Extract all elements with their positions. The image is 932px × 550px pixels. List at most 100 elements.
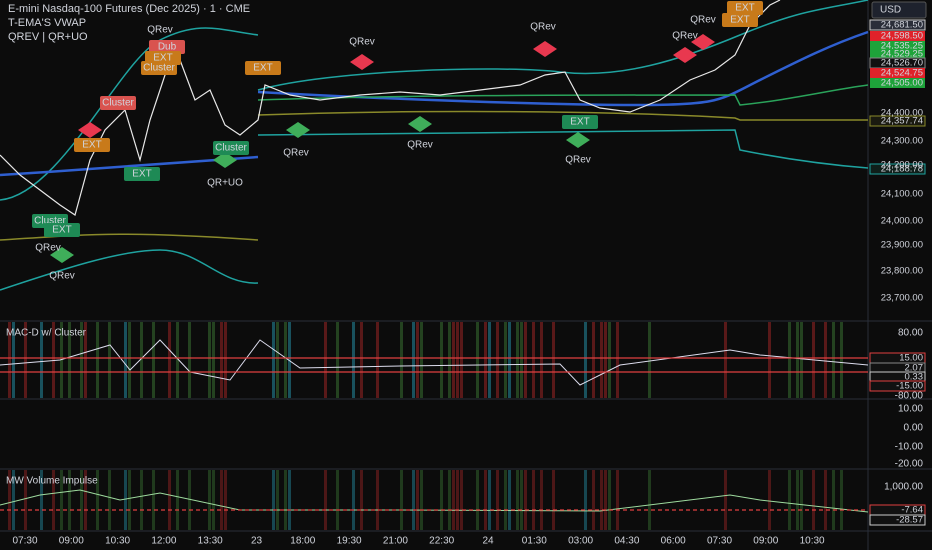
signal-stripe	[648, 322, 651, 398]
signal-label: QRev	[565, 155, 591, 166]
signal-stripe	[420, 322, 423, 398]
price-badge-label: 24,524.75	[881, 68, 923, 79]
osc-axis-label: -10.00	[895, 442, 924, 453]
signal-stripe	[272, 322, 275, 398]
price-axis-label: 24,100.00	[881, 189, 923, 200]
time-axis: 07:30 09:00 10:30 12:00 13:30 23 18:00 19:30 21:…	[12, 536, 825, 547]
signal-stripe	[96, 470, 99, 530]
signal-stripe	[80, 470, 83, 530]
signal-stripe	[336, 322, 339, 398]
price-badge-label: 24,188.78	[881, 164, 923, 175]
signal-stripe	[800, 322, 803, 398]
signal-stripe	[376, 470, 379, 530]
price-badge	[869, 514, 926, 526]
signal-stripe	[460, 470, 463, 530]
signal-stripe	[504, 470, 507, 530]
signal-stripe	[168, 470, 171, 530]
signal-stripe	[448, 470, 451, 530]
signal-stripe	[540, 470, 543, 530]
price-badge-label: 24,529.25	[881, 49, 923, 60]
signal-stripe	[128, 322, 131, 398]
signal-stripe	[24, 322, 27, 398]
price-badge-label: 24,681.50	[881, 20, 923, 31]
osc-axis-label: 0.00	[904, 423, 924, 434]
signal-stripe	[324, 470, 327, 530]
signal-stripe	[604, 322, 607, 398]
signal-label: QR+UO	[207, 178, 243, 189]
signal-stripe	[24, 470, 27, 530]
macd-axis-label: 80.00	[898, 328, 923, 339]
signal-stripe	[496, 322, 499, 398]
signal-stripe	[724, 470, 727, 530]
signal-stripe	[360, 470, 363, 530]
time-label: 07:30	[12, 536, 37, 547]
price-badge	[869, 163, 926, 175]
signal-stripe	[496, 470, 499, 530]
signal-stripe	[400, 322, 403, 398]
signal-stripe	[324, 322, 327, 398]
currency[interactable]: USD	[880, 5, 901, 16]
signal-stripe	[108, 470, 111, 530]
indicator-label: QREV | QR+UO	[8, 31, 88, 43]
time-label: 22:30	[429, 536, 454, 547]
price-badge-label: 0.33	[905, 372, 924, 383]
signal-stripe	[532, 470, 535, 530]
signal-label: QRev	[407, 140, 433, 151]
time-label: 23	[251, 536, 263, 547]
signal-stripe	[416, 470, 419, 530]
price-axis-label: 23,900.00	[881, 240, 923, 251]
signal-stripe	[212, 322, 215, 398]
signal-stripe	[352, 470, 355, 530]
signal-stripe	[456, 322, 459, 398]
signal-stripe	[140, 470, 143, 530]
signal-stripe	[68, 470, 71, 530]
signal-stripe	[336, 470, 339, 530]
time-label: 24	[482, 536, 494, 547]
price-axis-label: 23,700.00	[881, 293, 923, 304]
time-label: 03:00	[568, 536, 593, 547]
signal-stripe	[212, 470, 215, 530]
signal-stripe	[272, 470, 275, 530]
price-badge-label: 15.00	[899, 353, 923, 364]
macd-axis-label: -80.00	[895, 391, 924, 402]
signal-stripe	[724, 322, 727, 398]
signal-stripe	[592, 470, 595, 530]
signal-stripe	[208, 470, 211, 530]
currency-button[interactable]	[871, 1, 927, 19]
price-badge-label: 24,535.25	[881, 41, 923, 52]
signal-stripe	[168, 322, 171, 398]
signal-stripe	[800, 470, 803, 530]
time-label: 10:30	[105, 536, 130, 547]
price-badge-label: 2.07	[905, 363, 924, 374]
signal-stripe	[284, 470, 287, 530]
signal-stripe	[420, 470, 423, 530]
signal-label: Cluster	[215, 143, 247, 154]
price-axis-label: 23,800.00	[881, 266, 923, 277]
signal-stripe	[832, 322, 835, 398]
signal-stripe	[584, 322, 587, 398]
signal-stripe	[452, 322, 455, 398]
signal-stripe	[520, 322, 523, 398]
pane-title: MW Volume Impulse	[6, 476, 98, 487]
symbol-title: E-mini Nasdaq-100 Futures (Dec 2025) · 1…	[8, 3, 250, 15]
signal-stripe	[812, 470, 815, 530]
signal-label: EXT	[132, 169, 151, 180]
signal-stripe	[488, 322, 491, 398]
signal-stripe	[376, 322, 379, 398]
price-badge	[869, 115, 926, 127]
signal-stripe	[52, 470, 55, 530]
signal-stripe	[552, 470, 555, 530]
price-badge-label: 24,505.00	[881, 78, 923, 89]
signal-stripe	[224, 322, 227, 398]
signal-stripe	[448, 322, 451, 398]
time-label: 04:30	[614, 536, 639, 547]
signal-stripe	[188, 470, 191, 530]
signal-diamond	[673, 47, 697, 63]
signal-label: EXT	[52, 225, 71, 236]
signal-box	[141, 61, 177, 75]
signal-stripe	[516, 470, 519, 530]
signal-diamond	[533, 41, 557, 57]
signal-label: EXT	[153, 53, 172, 64]
macd-levels	[0, 357, 868, 511]
